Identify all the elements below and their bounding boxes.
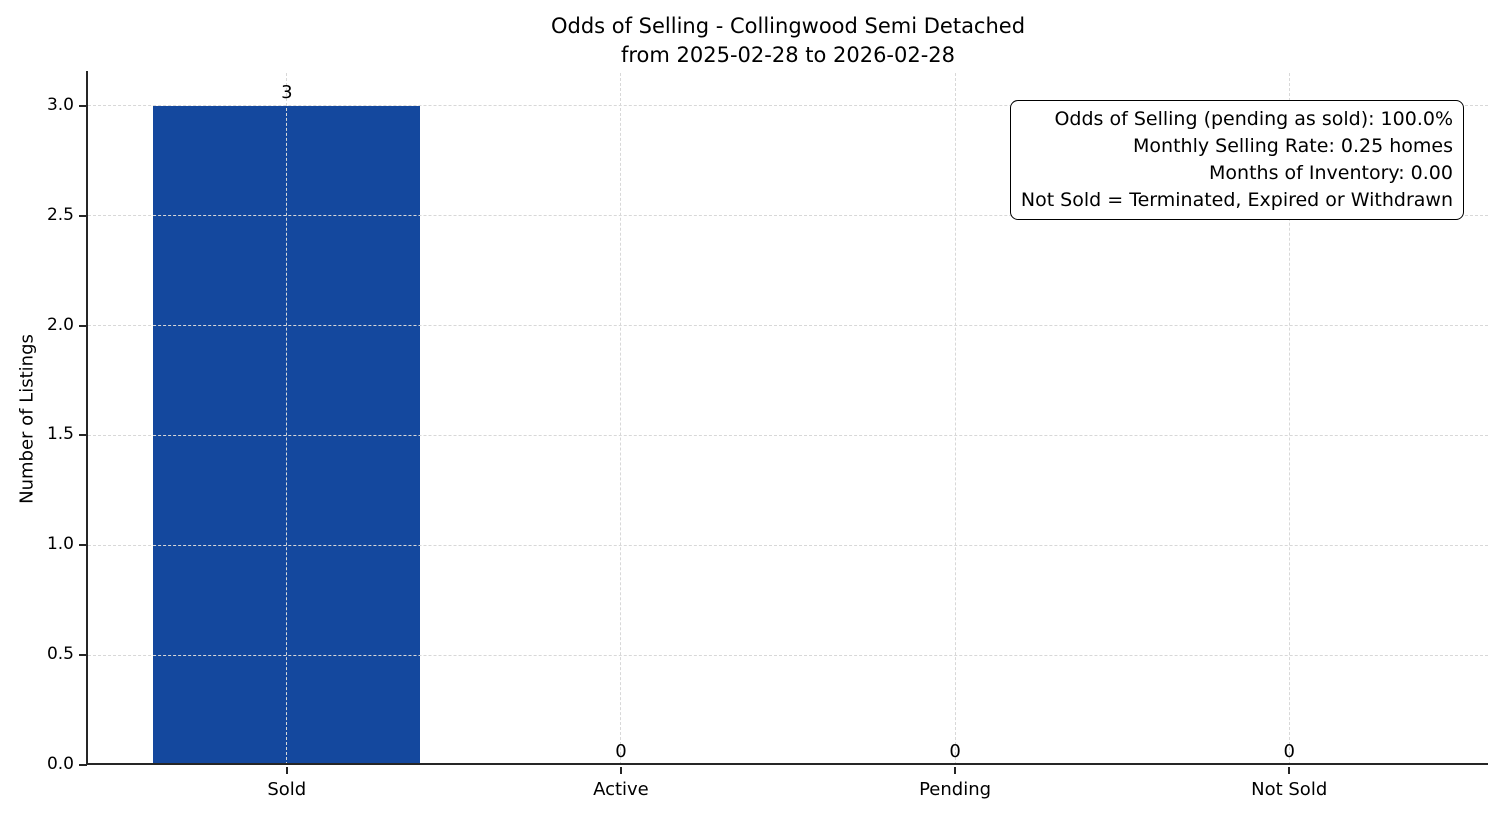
y-axis-spine bbox=[86, 71, 88, 765]
annotation-line-inventory: Months of Inventory: 0.00 bbox=[1209, 162, 1453, 184]
x-tick-mark bbox=[1288, 767, 1291, 774]
gridline-horizontal bbox=[88, 325, 1488, 327]
annotation-line-rate: Monthly Selling Rate: 0.25 homes bbox=[1133, 135, 1453, 157]
chart-title-line1: Odds of Selling - Collingwood Semi Detac… bbox=[550, 14, 1026, 38]
value-label-active: 0 bbox=[615, 741, 627, 762]
value-label-not-sold: 0 bbox=[1283, 741, 1295, 762]
y-tick-label: 1.5 bbox=[46, 424, 74, 445]
chart-title-line2: from 2025-02-28 to 2026-02-28 bbox=[620, 43, 956, 67]
gridline-vertical bbox=[286, 73, 288, 765]
y-tick-label: 0.5 bbox=[46, 644, 74, 665]
gridline-vertical bbox=[1288, 73, 1290, 765]
x-tick-label-active: Active bbox=[593, 779, 649, 800]
y-tick-label: 2.5 bbox=[46, 204, 74, 225]
gridline-vertical bbox=[620, 73, 622, 765]
stats-annotation-box: Odds of Selling (pending as sold): 100.0… bbox=[1009, 100, 1464, 220]
plot-area: 0.0 0.5 1.0 1.5 2.0 2.5 3.0 3 Sold 0 Active 0 Pendin… bbox=[47, 73, 1488, 800]
y-tick-label: 1.0 bbox=[46, 534, 74, 555]
y-tick-mark bbox=[79, 764, 87, 766]
x-tick-label-pending: Pending bbox=[919, 779, 992, 800]
y-tick-label: 3.0 bbox=[46, 94, 74, 115]
value-label-pending: 0 bbox=[949, 741, 961, 762]
y-tick-mark bbox=[79, 654, 87, 657]
x-axis-spine bbox=[86, 763, 1488, 765]
y-tick-mark bbox=[79, 434, 87, 437]
chart-title: Odds of Selling - Collingwood Semi Detac… bbox=[88, 12, 1488, 70]
gridline-horizontal bbox=[88, 544, 1488, 546]
gridline-vertical bbox=[954, 73, 956, 765]
annotation-line-notsold: Not Sold = Terminated, Expired or Withdr… bbox=[1020, 189, 1453, 211]
value-label-sold: 3 bbox=[281, 81, 293, 103]
y-tick-mark bbox=[79, 214, 87, 217]
gridline-horizontal bbox=[88, 654, 1488, 656]
y-tick-label: 2.0 bbox=[46, 314, 74, 335]
y-tick-mark bbox=[79, 324, 87, 327]
y-tick-mark bbox=[79, 544, 87, 547]
x-tick-mark bbox=[954, 767, 957, 774]
y-tick-label: 0.0 bbox=[46, 754, 74, 774]
gridline-horizontal bbox=[88, 105, 1488, 107]
x-tick-mark bbox=[285, 767, 288, 774]
y-axis-title: Number of Listings bbox=[16, 334, 38, 504]
gridline-horizontal bbox=[88, 215, 1488, 217]
annotation-line-odds: Odds of Selling (pending as sold): 100.0… bbox=[1054, 108, 1453, 130]
gridline-horizontal bbox=[88, 434, 1488, 436]
y-tick-mark bbox=[79, 104, 87, 107]
x-tick-label-not-sold: Not Sold bbox=[1251, 779, 1328, 800]
x-tick-label-sold: Sold bbox=[267, 779, 307, 800]
x-tick-mark bbox=[619, 767, 622, 774]
